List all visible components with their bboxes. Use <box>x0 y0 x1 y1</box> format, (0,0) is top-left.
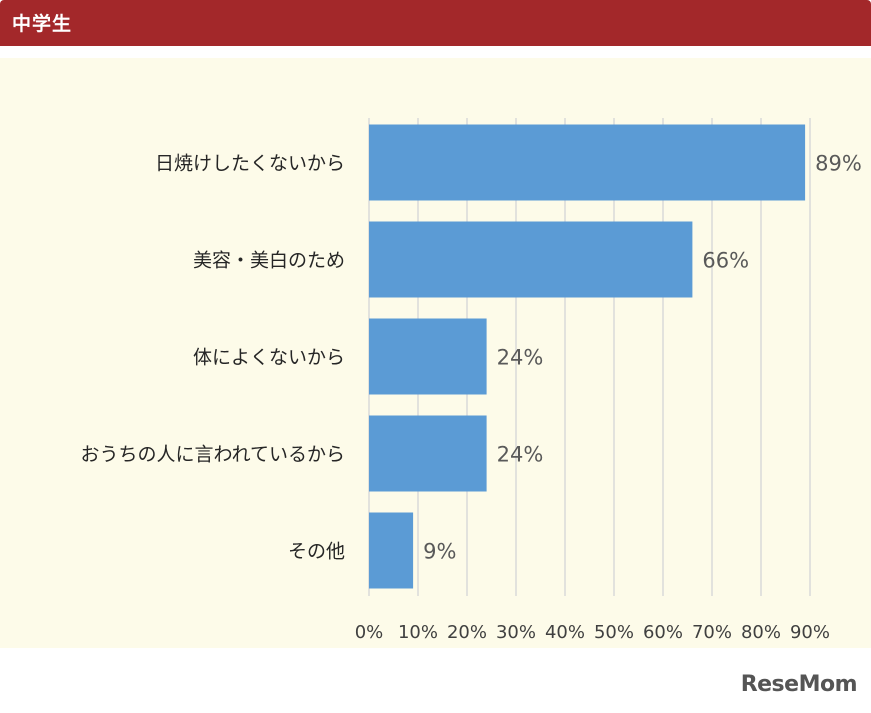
chart-header: 中学生 <box>0 0 871 46</box>
logo-text: ReseMom <box>740 672 858 697</box>
bar <box>369 221 693 298</box>
x-tick-label: 20% <box>447 622 487 643</box>
x-tick-label: 30% <box>496 622 536 643</box>
header-title: 中学生 <box>12 13 73 35</box>
data-label: 9% <box>423 540 456 564</box>
x-tick-label: 10% <box>398 622 438 643</box>
x-tick-label: 40% <box>545 622 585 643</box>
bar <box>369 318 487 395</box>
category-label: 美容・美白のため <box>193 250 345 272</box>
data-label: 89% <box>815 152 862 176</box>
x-tick-label: 0% <box>355 622 384 643</box>
data-label: 66% <box>702 249 749 273</box>
x-tick-label: 60% <box>643 622 683 643</box>
category-label: 体によくないから <box>193 347 345 369</box>
data-label: 24% <box>497 443 544 467</box>
bar <box>369 415 487 492</box>
bar <box>369 512 414 589</box>
category-label: 日焼けしたくないから <box>155 153 345 175</box>
x-tick-label: 80% <box>741 622 781 643</box>
x-tick-label: 70% <box>692 622 732 643</box>
x-tick-label: 90% <box>790 622 830 643</box>
resemom-logo: ReseMom <box>740 672 858 697</box>
category-label: おうちの人に言われているから <box>81 444 345 466</box>
category-label: その他 <box>288 541 345 563</box>
bar <box>369 124 806 201</box>
data-label: 24% <box>497 346 544 370</box>
x-tick-label: 50% <box>594 622 634 643</box>
